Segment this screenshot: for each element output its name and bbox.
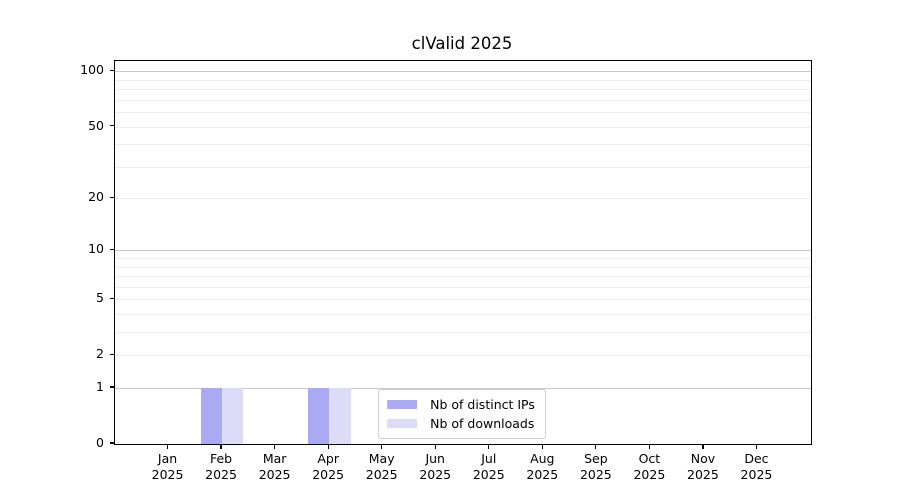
- y-axis-tick: [109, 386, 114, 388]
- year-label: 2025: [151, 466, 184, 482]
- month-label: Feb: [209, 451, 233, 466]
- y-axis-tick: [109, 297, 114, 299]
- year-label: 2025: [740, 466, 773, 482]
- legend-row: Nb of downloads: [387, 416, 535, 431]
- x-axis-tick: [541, 444, 543, 449]
- x-axis-tick-label: Nov 2025: [671, 451, 735, 482]
- year-label: 2025: [633, 466, 666, 482]
- x-axis-tick-label: Dec 2025: [724, 451, 788, 482]
- y-axis-tick: [109, 125, 114, 127]
- year-label: 2025: [419, 466, 452, 482]
- x-axis-tick-label: Jun 2025: [403, 451, 467, 482]
- y-axis-tick-label: 5: [96, 290, 104, 306]
- y-axis-tick-label: 20: [88, 189, 104, 205]
- legend-label: Nb of downloads: [430, 416, 535, 431]
- x-axis-tick: [648, 444, 650, 449]
- year-label: 2025: [579, 466, 612, 482]
- bar-nb-of-distinct-ips-feb-2025: [200, 388, 223, 444]
- gridline-minor: [115, 198, 811, 200]
- x-axis-tick: [274, 444, 276, 449]
- x-axis-tick-label: Sep 2025: [564, 451, 628, 482]
- x-axis-tick: [755, 444, 758, 449]
- chart-title: clValid 2025: [411, 34, 513, 53]
- x-axis-tick-label: Feb 2025: [189, 451, 253, 482]
- legend-row: Nb of distinct IPs: [387, 397, 535, 412]
- month-label: May: [368, 451, 395, 466]
- year-label: 2025: [258, 466, 291, 482]
- year-label: 2025: [687, 466, 719, 482]
- month-label: Oct: [638, 451, 661, 466]
- x-axis-tick-label: Jul 2025: [457, 451, 521, 482]
- legend: Nb of distinct IPs Nb of downloads: [378, 389, 546, 439]
- gridline-minor: [115, 286, 811, 288]
- month-label: Dec: [744, 451, 769, 466]
- month-label: Jun: [425, 451, 445, 466]
- x-axis-tick: [595, 444, 597, 449]
- y-axis-tick: [109, 353, 114, 355]
- y-axis-tick-label: 10: [88, 241, 104, 257]
- gridline-major: [115, 388, 811, 390]
- gridline-minor: [115, 266, 811, 268]
- legend-swatch-nb-of-downloads: [387, 419, 418, 428]
- gridline-minor: [115, 112, 811, 114]
- month-label: Mar: [262, 451, 287, 466]
- month-label: Apr: [317, 451, 339, 466]
- y-axis-tick: [109, 196, 114, 198]
- x-axis-tick: [166, 444, 169, 449]
- gridline-minor: [115, 332, 811, 334]
- y-axis-tick: [109, 442, 114, 444]
- x-axis-tick: [327, 444, 329, 449]
- gridline-minor: [115, 314, 811, 316]
- x-axis-tick-label: May 2025: [350, 451, 414, 482]
- gridline-minor: [115, 166, 811, 168]
- y-axis-tick-label: 100: [80, 62, 104, 78]
- gridline-minor: [115, 99, 811, 101]
- plot-area: [114, 60, 812, 445]
- year-label: 2025: [205, 466, 237, 482]
- bar-nb-of-downloads-feb-2025: [222, 388, 244, 444]
- legend-label: Nb of distinct IPs: [430, 397, 535, 412]
- x-axis-tick: [381, 444, 383, 449]
- x-axis-tick-label: Apr 2025: [296, 451, 360, 482]
- gridline-minor: [115, 79, 811, 81]
- gridline-minor: [115, 89, 811, 91]
- gridline-minor: [115, 258, 811, 260]
- y-axis-tick: [109, 69, 114, 72]
- year-label: 2025: [365, 466, 398, 482]
- bar-nb-of-distinct-ips-apr-2025: [307, 388, 330, 444]
- gridline-minor: [115, 276, 811, 278]
- y-axis-tick-label: 50: [88, 117, 104, 133]
- x-axis-tick-label: Oct 2025: [617, 451, 681, 482]
- gridline-minor: [115, 126, 811, 128]
- gridline-minor: [115, 299, 811, 301]
- x-axis-tick-label: Jan 2025: [136, 451, 200, 482]
- year-label: 2025: [526, 466, 559, 482]
- y-axis-tick: [109, 248, 114, 251]
- month-label: Jan: [157, 451, 178, 466]
- x-axis-tick-label: Aug 2025: [510, 451, 574, 482]
- year-label: 2025: [472, 466, 505, 482]
- month-label: Aug: [530, 451, 555, 466]
- month-label: Jul: [481, 451, 497, 466]
- y-axis-tick-label: 0: [96, 435, 104, 450]
- legend-swatch-nb-of-distinct-ips: [387, 400, 418, 409]
- year-label: 2025: [312, 466, 345, 482]
- bar-nb-of-downloads-apr-2025: [329, 388, 351, 444]
- x-axis-tick: [434, 444, 436, 449]
- x-axis-tick: [220, 444, 222, 449]
- x-axis-tick: [488, 444, 490, 449]
- gridline-major: [115, 250, 811, 252]
- month-label: Nov: [690, 451, 716, 466]
- x-axis-tick: [702, 444, 704, 449]
- month-label: Sep: [584, 451, 608, 466]
- gridline-major: [115, 71, 811, 73]
- gridline-minor: [115, 355, 811, 357]
- gridline-minor: [115, 144, 811, 146]
- x-axis-tick-label: Mar 2025: [243, 451, 307, 482]
- y-axis-tick-label: 2: [96, 346, 104, 362]
- y-axis-tick-label: 1: [96, 379, 104, 395]
